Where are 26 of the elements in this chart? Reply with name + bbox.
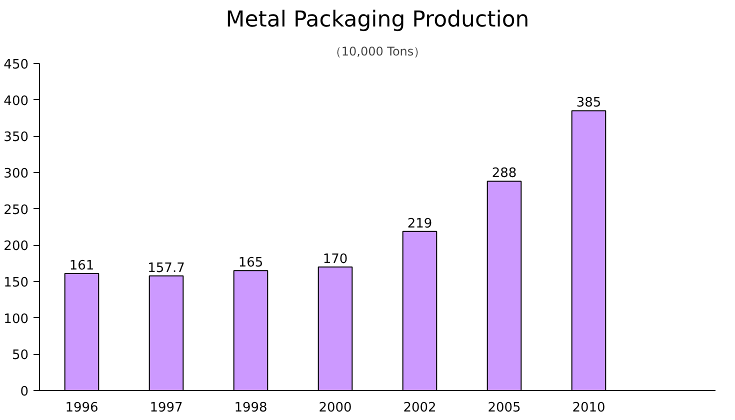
y-tick-label: 50 bbox=[12, 348, 29, 364]
data-label: 219 bbox=[407, 216, 432, 232]
x-tick-label: 2000 bbox=[318, 400, 352, 416]
x-tick-label: 1996 bbox=[65, 400, 98, 416]
data-label: 165 bbox=[238, 256, 264, 271]
data-label: 385 bbox=[576, 96, 602, 111]
y-tick-label: 100 bbox=[4, 312, 29, 327]
data-label: 157.7 bbox=[148, 260, 185, 276]
x-tick-label: 2005 bbox=[488, 400, 521, 416]
data-label: 161 bbox=[69, 258, 94, 274]
x-tick-label: 2002 bbox=[403, 400, 436, 416]
y-tick-label: 200 bbox=[4, 239, 29, 254]
y-tick-label: 0 bbox=[20, 384, 29, 400]
y-tick-label: 250 bbox=[4, 202, 29, 218]
y-tick-label: 350 bbox=[4, 130, 29, 146]
y-tick-label: 450 bbox=[4, 58, 29, 72]
x-tick-label: 2010 bbox=[572, 400, 606, 416]
x-tick-label: 1998 bbox=[234, 400, 268, 416]
chart-title: Metal Packaging Production bbox=[226, 8, 530, 32]
data-label: 288 bbox=[492, 166, 517, 182]
y-tick-label: 400 bbox=[4, 94, 29, 109]
x-tick-label: 1997 bbox=[150, 400, 183, 416]
data-label: 170 bbox=[322, 252, 348, 267]
chart-subtitle: （10,000 Tons） bbox=[329, 44, 426, 58]
y-tick-label: 300 bbox=[4, 166, 29, 182]
y-tick-label: 150 bbox=[4, 276, 29, 290]
